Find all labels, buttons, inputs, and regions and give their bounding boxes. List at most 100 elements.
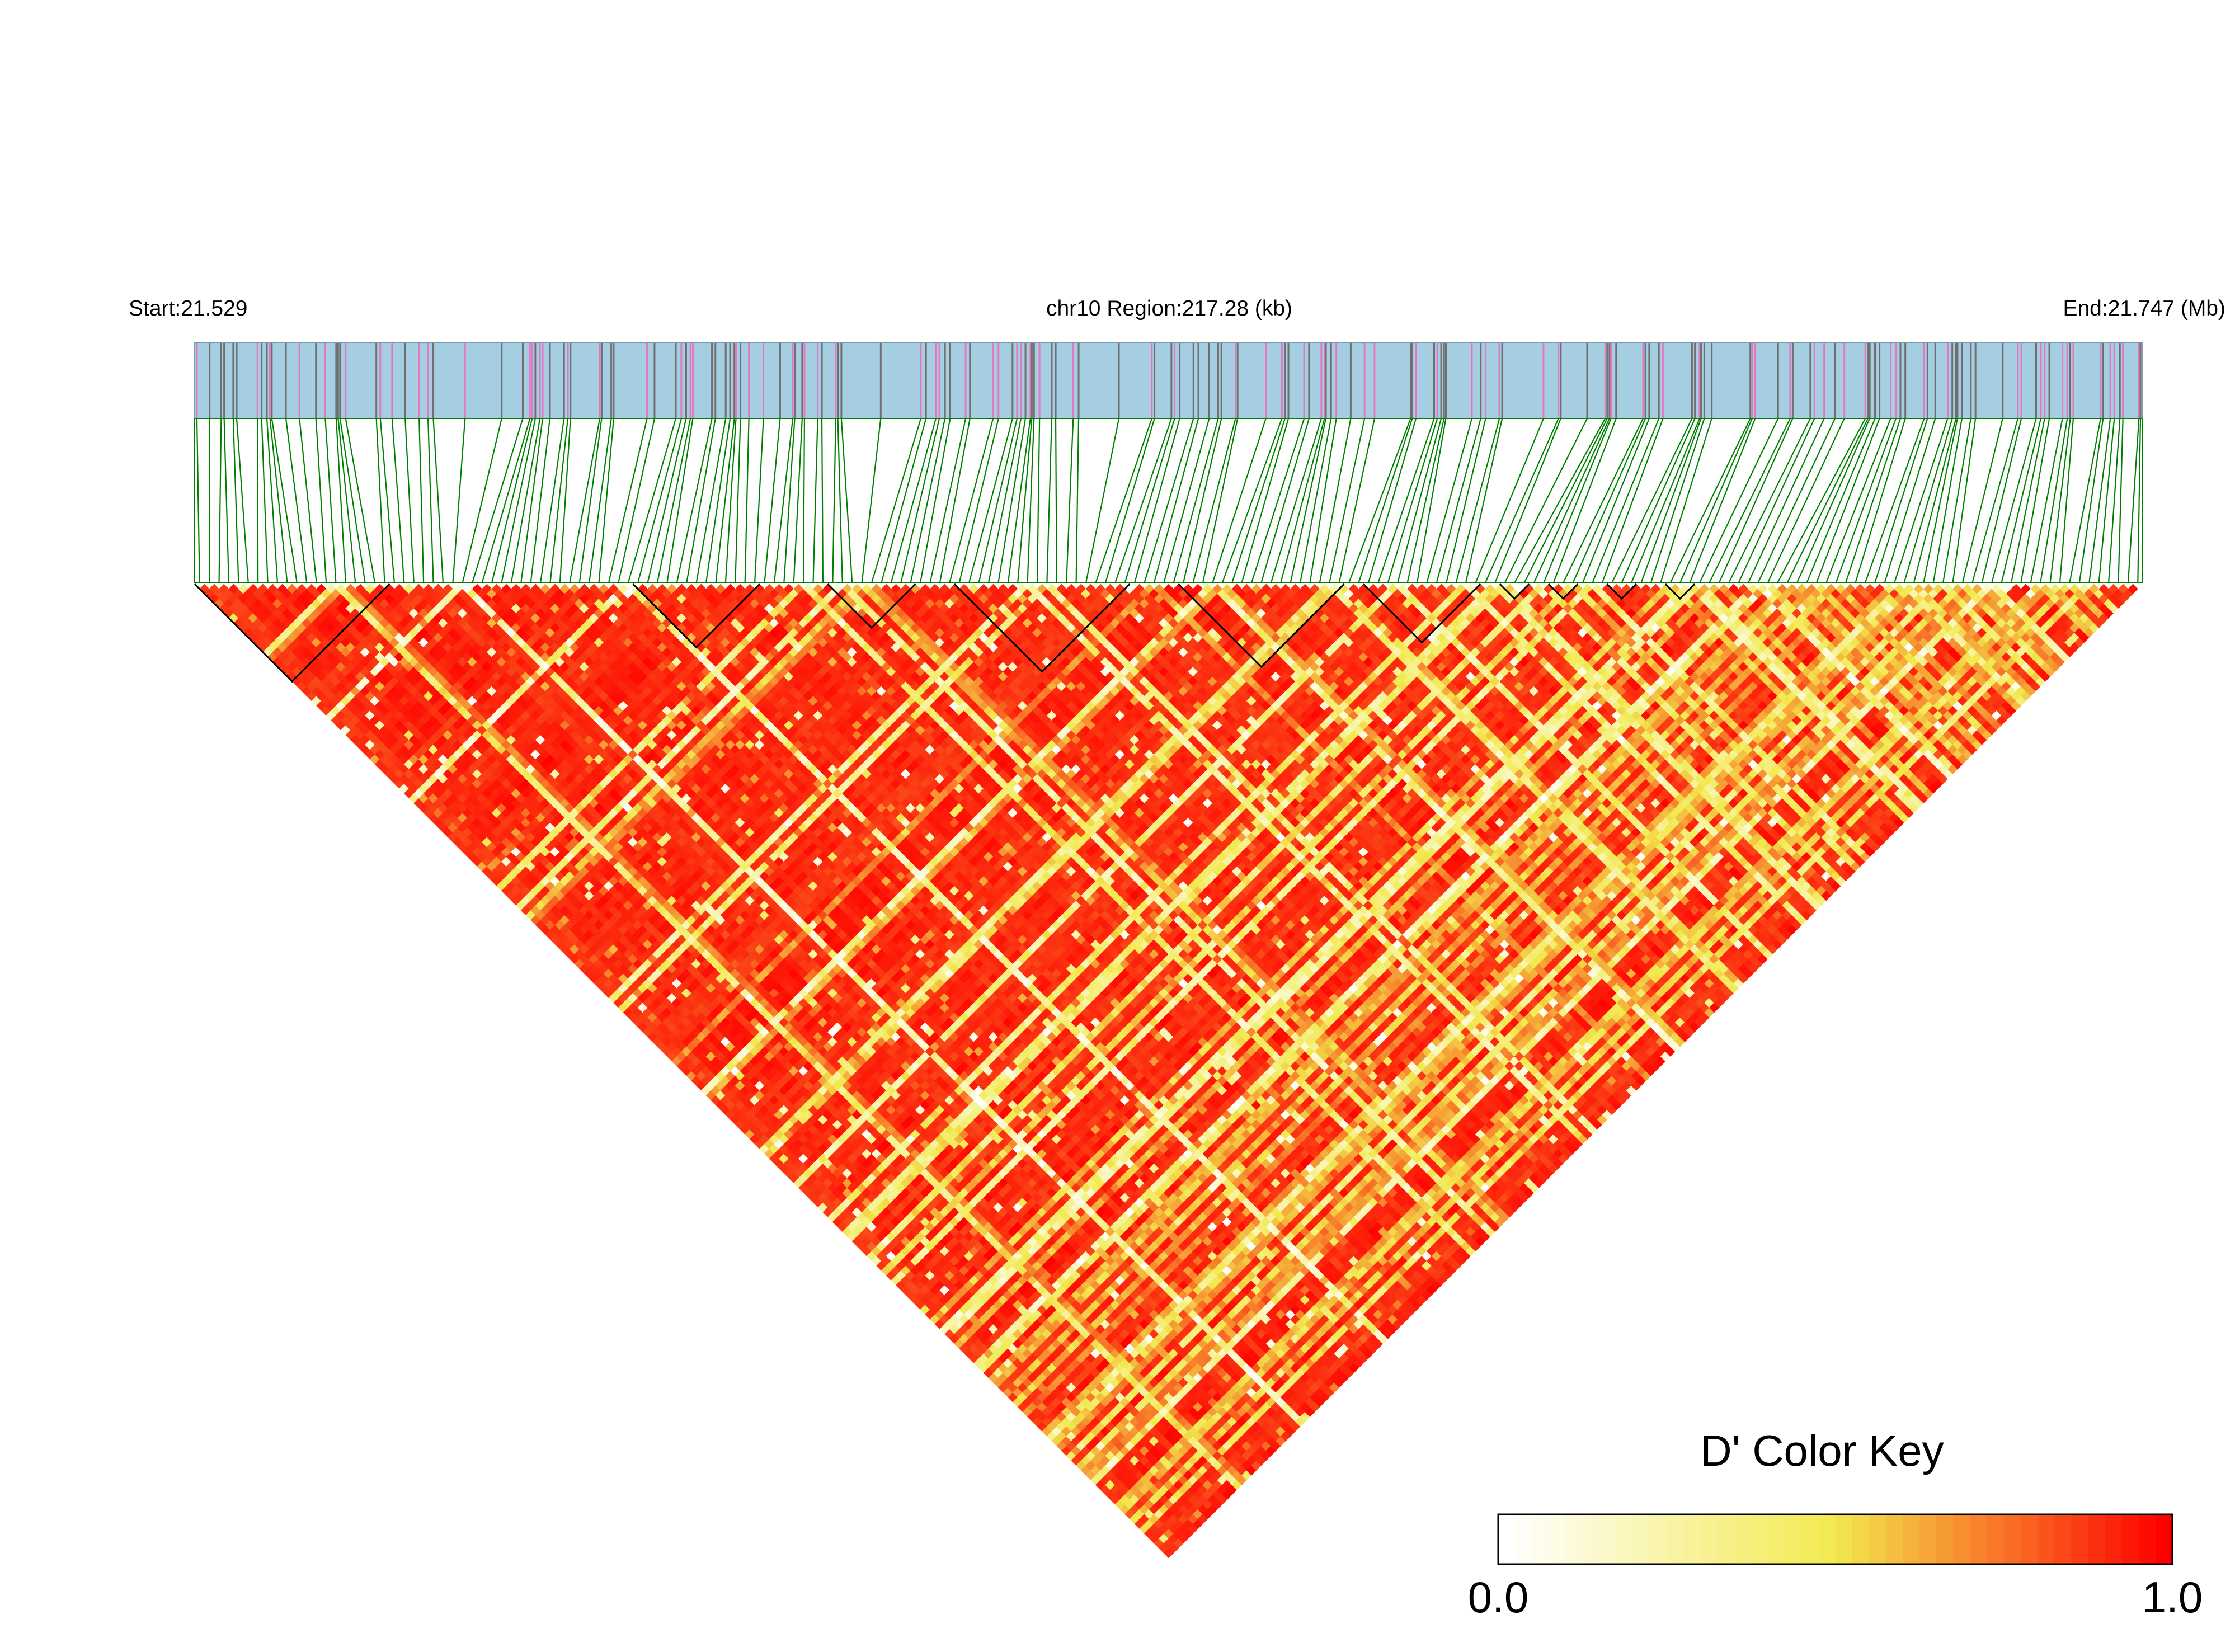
- snp-connector: [530, 418, 551, 583]
- region-label: chr10 Region:217.28 (kb): [1046, 296, 1292, 321]
- snp-connector: [1582, 418, 1650, 583]
- snp-connector: [1114, 418, 1172, 583]
- snp-connector: [676, 418, 713, 583]
- snp-connector: [1329, 418, 1366, 583]
- snp-connector: [1173, 418, 1219, 583]
- snp-connector: [1231, 418, 1286, 583]
- snp-connector: [1221, 418, 1283, 583]
- snp-connector: [1270, 418, 1322, 583]
- snp-connector: [812, 418, 818, 583]
- snp-connector: [1290, 418, 1327, 583]
- snp-connector: [793, 418, 803, 583]
- snp-connector: [881, 418, 927, 583]
- snp-connector: [196, 418, 200, 583]
- snp-connector: [832, 418, 836, 583]
- snp-connector: [1777, 418, 1866, 583]
- snp-connector: [910, 418, 946, 583]
- snp-connector: [695, 418, 727, 583]
- snp-connector: [1075, 418, 1080, 583]
- snp-connector: [404, 418, 415, 583]
- snp-connector: [1621, 418, 1696, 583]
- snp-connector: [1961, 418, 2003, 583]
- end-label: End:21.747 (Mb): [2063, 296, 2225, 321]
- snp-connector: [1338, 418, 1376, 583]
- snp-connector: [218, 418, 222, 583]
- snp-connector: [1825, 418, 1891, 583]
- snp-connector: [223, 418, 230, 583]
- snp-connector: [452, 418, 466, 583]
- snp-connector: [1923, 418, 1958, 583]
- snp-connector: [569, 418, 601, 583]
- snp-connector: [840, 418, 853, 583]
- snp-connector: [432, 418, 444, 583]
- snp-connector: [1669, 418, 1751, 583]
- snp-connector: [375, 418, 385, 583]
- snp-connector: [2010, 418, 2045, 583]
- snp-connector: [1864, 418, 1925, 583]
- snp-connector: [2040, 418, 2068, 583]
- snp-connector: [939, 418, 971, 583]
- snp-connector: [1046, 418, 1053, 583]
- snp-connector: [1913, 418, 1957, 583]
- snp-connector: [1679, 418, 1753, 583]
- snp-connector: [236, 418, 249, 583]
- snp-connector: [1767, 418, 1845, 583]
- snp-connector: [1757, 418, 1836, 583]
- snp-connector: [1036, 418, 1041, 583]
- start-label: Start:21.529: [129, 296, 247, 321]
- snp-connector: [1523, 418, 1608, 583]
- snp-connector: [2127, 418, 2140, 583]
- snp-connector: [1455, 418, 1500, 583]
- snp-connector: [1250, 418, 1305, 583]
- snp-connector: [1426, 418, 1473, 583]
- gene-band: [195, 342, 2143, 418]
- snp-connector: [1309, 418, 1337, 583]
- snp-connector: [1601, 418, 1664, 583]
- snp-connector: [1563, 418, 1644, 583]
- snp-connector: [2118, 418, 2124, 583]
- snp-connector: [339, 418, 366, 583]
- snp-connector: [462, 418, 502, 583]
- snp-connector: [656, 418, 691, 583]
- snp-connector: [539, 418, 565, 583]
- snp-connector: [269, 418, 288, 583]
- snp-connector: [1981, 418, 2022, 583]
- snp-connector: [2069, 418, 2101, 583]
- snp-connector: [1845, 418, 1901, 583]
- snp-connector: [1299, 418, 1332, 583]
- snp-connector: [257, 418, 259, 583]
- snp-connector: [1884, 418, 1936, 583]
- snp-connector: [2137, 418, 2142, 583]
- snp-connector: [871, 418, 922, 583]
- snp-connector: [1358, 418, 1413, 583]
- snp-connector: [299, 418, 317, 583]
- snp-connector: [754, 418, 764, 583]
- snp-connector: [1592, 418, 1660, 583]
- snp-connector: [1183, 418, 1222, 583]
- snp-connector: [520, 418, 544, 583]
- snp-connector: [1280, 418, 1325, 583]
- snp-connector-lines: [196, 418, 2142, 583]
- snp-connector: [1085, 418, 1120, 583]
- snp-connector: [2020, 418, 2050, 583]
- snp-connector: [1260, 418, 1310, 583]
- snp-connector: [1007, 418, 1031, 583]
- snp-connector: [1494, 418, 1561, 583]
- snp-connector: [773, 418, 794, 583]
- snp-connector: [764, 418, 781, 583]
- snp-connector: [686, 418, 716, 583]
- snp-connector: [1728, 418, 1811, 583]
- snp-connector: [345, 418, 376, 583]
- snp-connector: [1212, 418, 1267, 583]
- snp-connector: [1815, 418, 1880, 583]
- snp-connector: [510, 418, 541, 583]
- snp-connector: [2001, 418, 2042, 583]
- snp-connector: [1747, 418, 1825, 583]
- snp-connector: [271, 418, 298, 583]
- snp-connector: [324, 418, 337, 583]
- snp-connector: [958, 418, 999, 583]
- snp-connector: [987, 418, 1022, 583]
- snp-connector: [1786, 418, 1869, 583]
- snp-connector: [2059, 418, 2074, 583]
- snp-connector: [1689, 418, 1756, 583]
